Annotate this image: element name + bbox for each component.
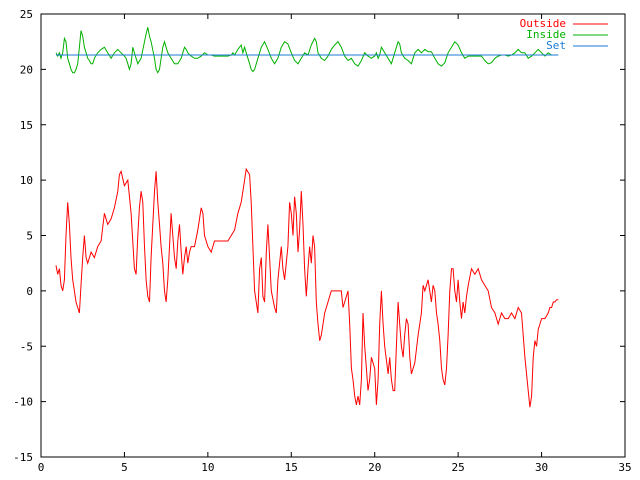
x-tick-label: 30 <box>535 461 548 474</box>
x-tick-label: 20 <box>368 461 381 474</box>
y-tick-label: 0 <box>26 285 33 298</box>
y-tick-label: 5 <box>26 230 33 243</box>
y-tick-label: 15 <box>20 119 33 132</box>
x-tick-label: 0 <box>38 461 45 474</box>
x-tick-label: 35 <box>618 461 631 474</box>
y-tick-label: -15 <box>13 451 33 464</box>
y-tick-label: 10 <box>20 174 33 187</box>
x-tick-label: 15 <box>285 461 298 474</box>
series-line-inside <box>55 27 559 74</box>
y-tick-label: -5 <box>20 340 33 353</box>
y-tick-label: 25 <box>20 8 33 21</box>
legend-label-outside: Outside <box>520 17 566 30</box>
y-tick-label: 20 <box>20 63 33 76</box>
axis-ticks: 0 5 10 15 20 25 30 35 -15 -10 -5 0 5 10 15 20 25 <box>13 8 632 474</box>
series-line-outside <box>55 167 559 408</box>
x-tick-label: 25 <box>452 461 465 474</box>
legend-label-inside: Inside <box>526 28 566 41</box>
x-tick-label: 10 <box>201 461 214 474</box>
y-tick-label: -10 <box>13 396 33 409</box>
legend-label-set: Set <box>546 39 566 52</box>
plot-frame <box>40 13 626 458</box>
x-tick-label: 5 <box>121 461 128 474</box>
series-lines <box>55 27 559 408</box>
